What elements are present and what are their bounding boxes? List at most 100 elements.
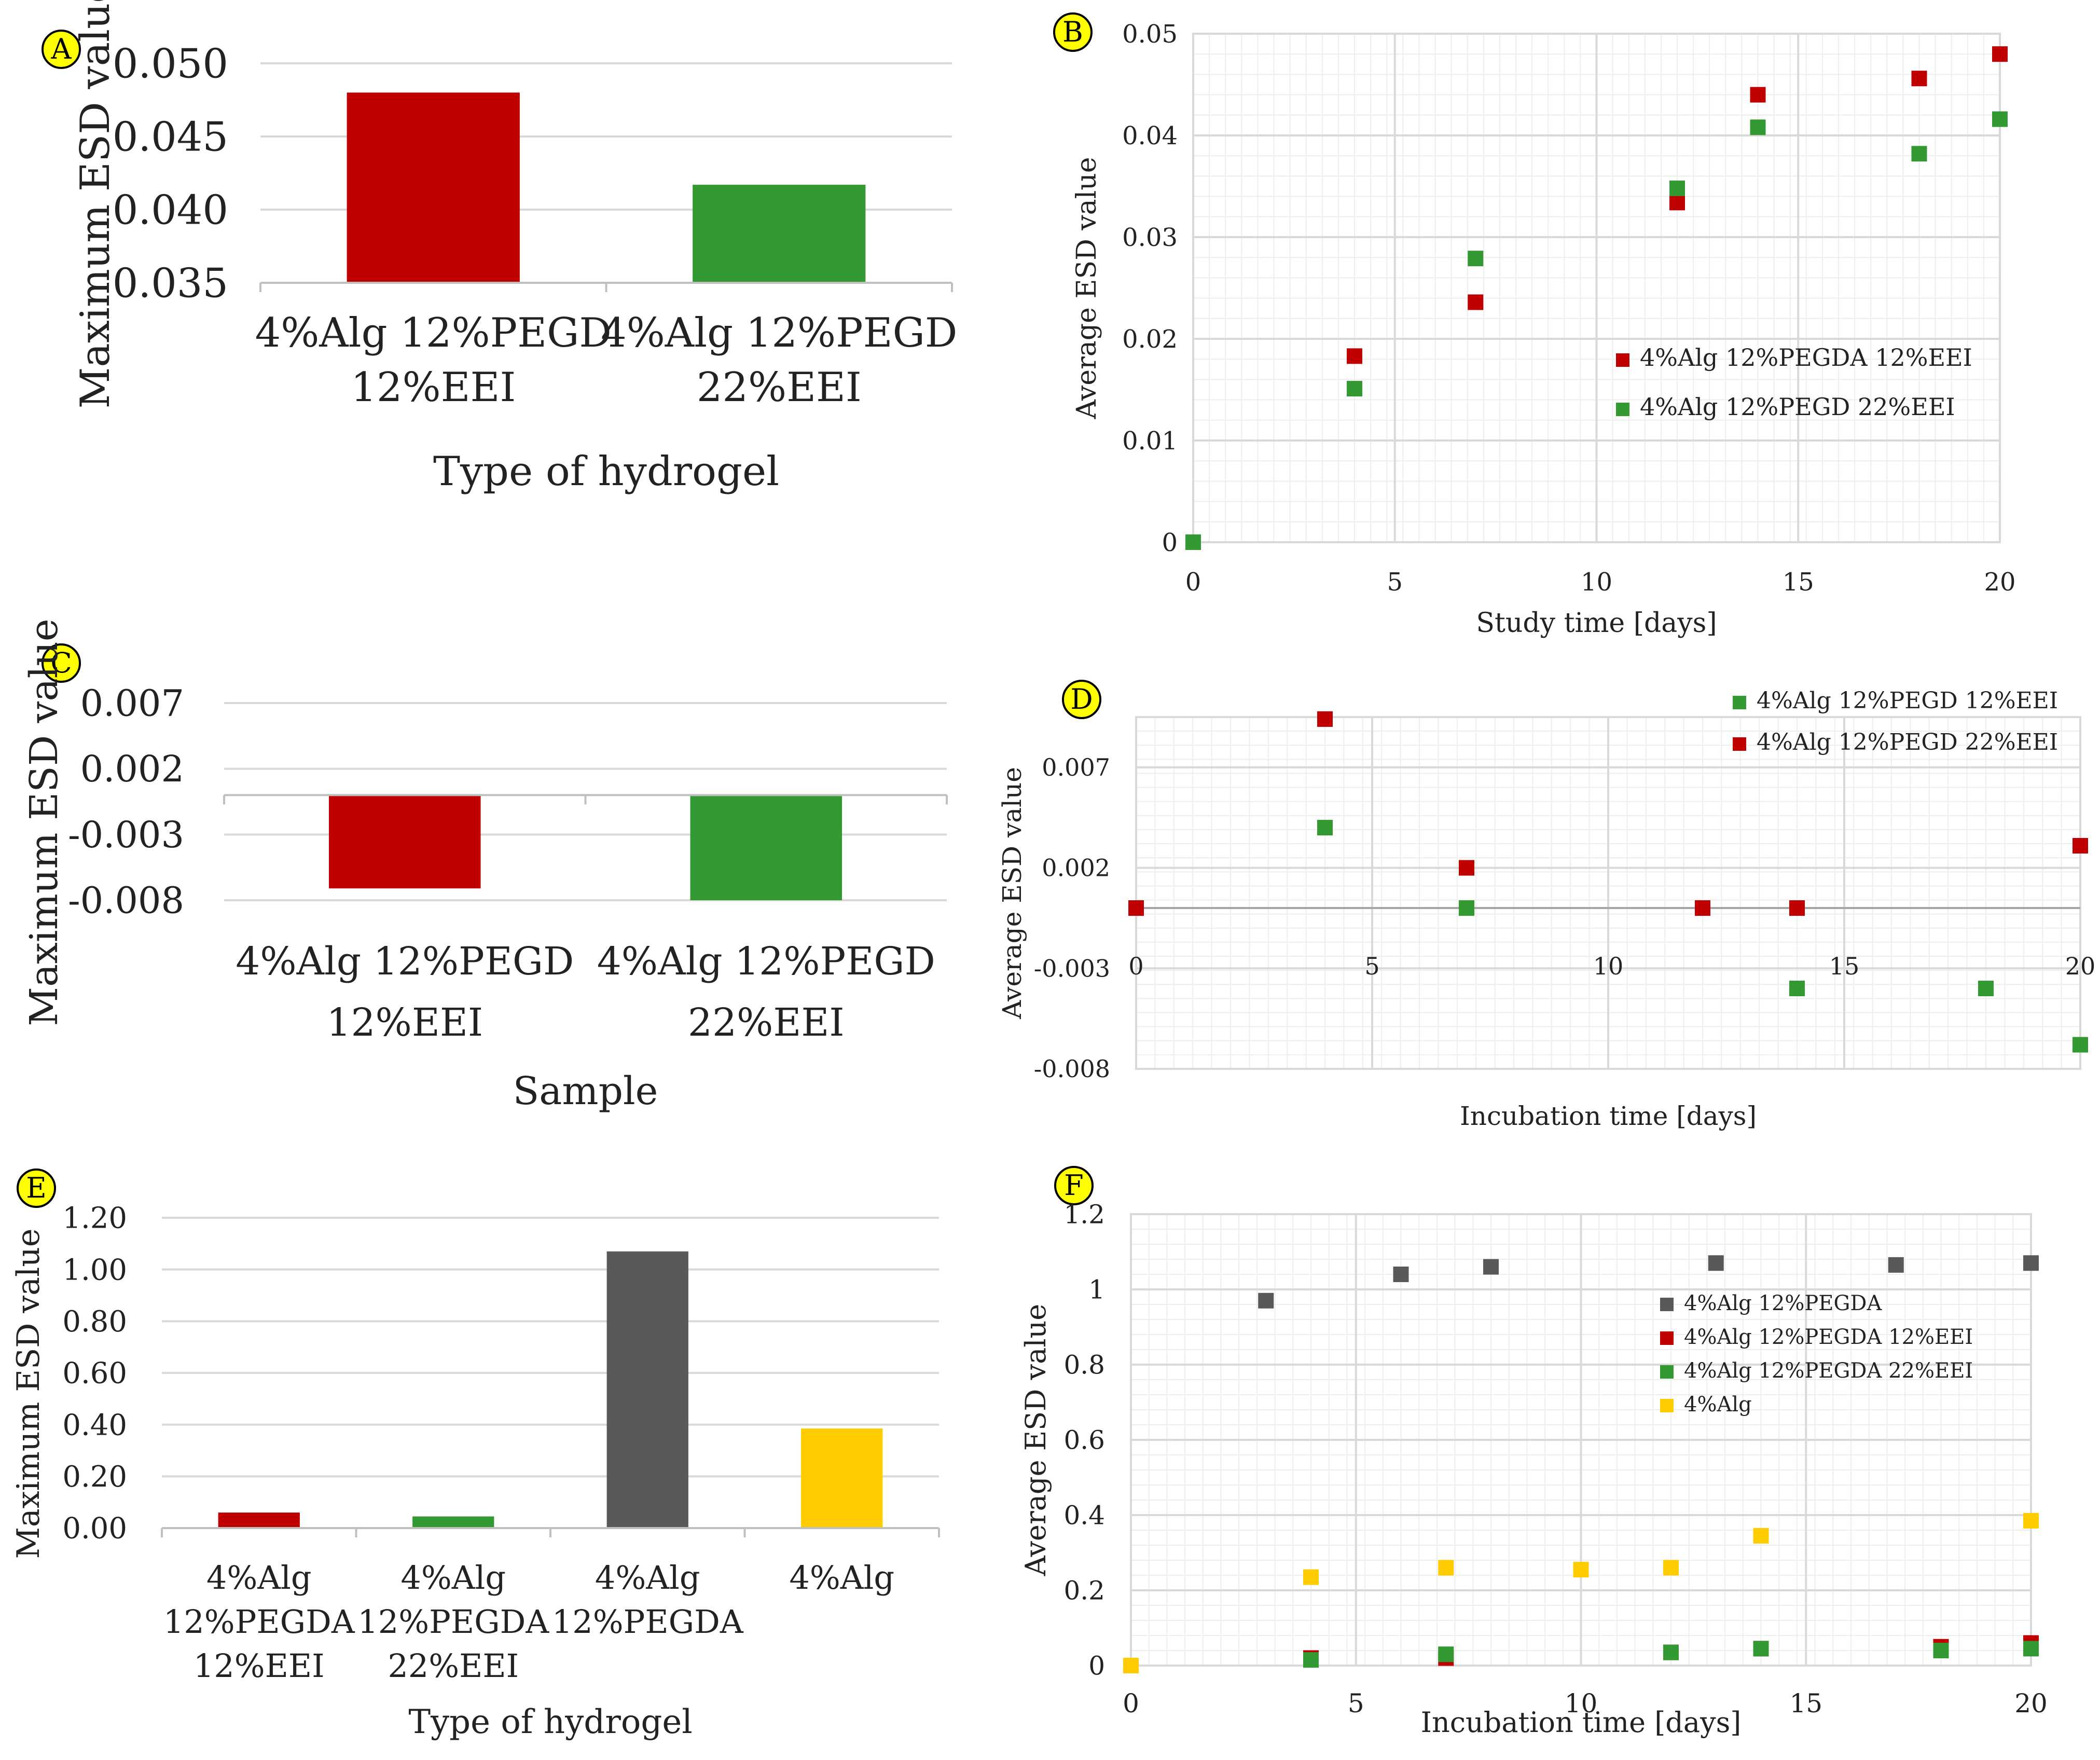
y-tick-label: 0.4 bbox=[1063, 1501, 1105, 1531]
chart-d: D -0.008 -0.003 0.002 0.007 0 5 10 15 20 4%Alg 12%… bbox=[997, 680, 2096, 1131]
y-axis-title: Average ESD value bbox=[1071, 157, 1102, 419]
bar bbox=[412, 1516, 494, 1528]
y-axis-title: Maximum ESD value bbox=[72, 0, 119, 408]
x-tick-label: 10 bbox=[1593, 952, 1624, 980]
y-tick-label: 1.20 bbox=[62, 1202, 127, 1235]
x-tick-label: 15 bbox=[1783, 568, 1814, 597]
y-tick-label: 0.035 bbox=[113, 260, 228, 307]
y-tick-label: 1.00 bbox=[62, 1253, 127, 1287]
x-axis-title: Type of hydrogel bbox=[433, 448, 779, 495]
x-tick-label: 20 bbox=[2065, 952, 2096, 980]
category-label: 4%Alg bbox=[789, 1559, 894, 1597]
data-point bbox=[1992, 111, 2008, 127]
y-tick-label: 0.007 bbox=[80, 682, 184, 725]
chart-e: E 0.00 0.20 0.40 0.60 0.80 1.00 1.20 4%Alg 12%PEG… bbox=[10, 1168, 940, 1741]
chart-a: A 0.035 0.040 0.045 0.050 4%Alg 12%PEGD 12%EEI… bbox=[42, 0, 957, 495]
legend-marker bbox=[1733, 737, 1746, 751]
bar bbox=[606, 1251, 688, 1528]
data-point bbox=[1669, 180, 1685, 196]
y-tick-label: 0 bbox=[1088, 1651, 1105, 1681]
panel-badge-f bbox=[1054, 1166, 1094, 1205]
data-point bbox=[1347, 348, 1362, 364]
y-tick-label: 1.2 bbox=[1063, 1200, 1105, 1230]
data-point bbox=[1317, 711, 1333, 727]
panel-letter-b: B bbox=[1062, 16, 1083, 48]
category-label: 12%PEGDA bbox=[163, 1603, 355, 1641]
data-point bbox=[1303, 1652, 1319, 1668]
x-axis-title: Incubation time [days] bbox=[1460, 1101, 1757, 1131]
category-label: 4%Alg 12%PEGD bbox=[236, 939, 574, 984]
data-point bbox=[1992, 46, 2008, 62]
panel-letter-c: C bbox=[50, 647, 72, 679]
data-point bbox=[2023, 1512, 2039, 1529]
category-label: 4%Alg 12%PEGD bbox=[255, 310, 612, 356]
panel-badge-a bbox=[42, 30, 81, 69]
legend-label: 4%Alg 12%PEGDA 12%EEI bbox=[1684, 1325, 1973, 1349]
x-axis-title: Type of hydrogel bbox=[408, 1703, 692, 1741]
y-tick-label: 0 bbox=[1162, 528, 1178, 557]
y-tick-label: 0.2 bbox=[1063, 1576, 1105, 1606]
data-point bbox=[2073, 837, 2088, 854]
bar bbox=[328, 795, 481, 889]
legend-marker bbox=[1733, 696, 1746, 709]
x-tick-label: 20 bbox=[1984, 568, 2015, 597]
data-point bbox=[2023, 1255, 2039, 1271]
y-tick-label: 0.045 bbox=[113, 114, 228, 160]
y-axis-title: Maximum ESD value bbox=[10, 1229, 47, 1559]
legend-label: 4%Alg bbox=[1684, 1393, 1752, 1417]
data-point bbox=[1258, 1292, 1274, 1309]
y-tick-label: 0.80 bbox=[62, 1305, 127, 1339]
chart-c: C -0.008 -0.003 0.002 0.007 4%Alg 12%PEGD 12%E… bbox=[22, 618, 948, 1113]
y-axis-title: Average ESD value bbox=[1019, 1304, 1052, 1577]
plot-frame bbox=[1192, 33, 2001, 543]
y-tick-label: -0.003 bbox=[68, 814, 184, 856]
x-tick-label: 15 bbox=[1789, 1688, 1822, 1718]
data-point bbox=[1663, 1560, 1679, 1576]
data-point bbox=[1438, 1646, 1454, 1662]
data-point bbox=[1573, 1562, 1589, 1578]
data-point bbox=[1459, 860, 1474, 876]
x-tick-label: 5 bbox=[1348, 1688, 1364, 1718]
chart-f: F 0 0.2 0.4 0.6 0.8 1 1.2 0 5 10 15 20 4%Alg 12%PEGDA… bbox=[1019, 1166, 2048, 1739]
data-point bbox=[1750, 119, 1766, 135]
y-tick-label: 0.002 bbox=[1042, 854, 1110, 882]
data-point bbox=[1695, 900, 1710, 916]
legend-label: 4%Alg 12%PEGDA bbox=[1684, 1291, 1883, 1315]
data-point bbox=[1911, 146, 1927, 162]
panel-letter-d: D bbox=[1070, 683, 1093, 716]
y-tick-label: 0.03 bbox=[1122, 223, 1178, 252]
data-point bbox=[1789, 981, 1805, 997]
x-tick-label: 10 bbox=[1565, 1688, 1598, 1718]
y-tick-label: 0.20 bbox=[62, 1460, 127, 1494]
y-tick-label: 1 bbox=[1088, 1275, 1105, 1305]
x-tick-label: 15 bbox=[1829, 952, 1860, 980]
category-label: 12%EEI bbox=[194, 1647, 325, 1685]
category-label: 22%EEI bbox=[388, 1647, 519, 1685]
legend-label: 4%Alg 12%PEGD 22%EEI bbox=[1640, 393, 1955, 421]
y-tick-label: 0.007 bbox=[1042, 753, 1110, 781]
category-label: 12%EEI bbox=[351, 364, 516, 411]
bar bbox=[218, 1512, 300, 1528]
legend-marker bbox=[1660, 1365, 1674, 1379]
legend-marker bbox=[1660, 1298, 1674, 1311]
y-tick-label: 0.8 bbox=[1063, 1350, 1105, 1380]
y-tick-label: -0.008 bbox=[68, 879, 184, 922]
y-tick-label: 0.05 bbox=[1122, 20, 1178, 49]
panel-letter-e: E bbox=[26, 1172, 46, 1204]
panel-badge-d bbox=[1062, 680, 1101, 719]
y-axis-title: Average ESD value bbox=[997, 767, 1027, 1020]
data-point bbox=[1669, 195, 1685, 211]
data-point bbox=[1708, 1255, 1724, 1271]
legend-marker bbox=[1616, 403, 1629, 416]
legend-label: 4%Alg 12%PEGD 22%EEI bbox=[1757, 729, 2058, 755]
panel-badge-b bbox=[1053, 12, 1093, 52]
y-tick-label: 0.02 bbox=[1122, 325, 1178, 354]
x-tick-label: 0 bbox=[1128, 952, 1143, 980]
chart-b: B 0 0.01 0.02 0.03 0.04 0.05 0 5 10 15 20 4%Alg 12%P… bbox=[1053, 12, 2016, 639]
y-axis-title: Maximum ESD value bbox=[22, 618, 66, 1026]
data-point bbox=[1128, 900, 1144, 916]
legend-label: 4%Alg 12%PEGD 12%EEI bbox=[1757, 688, 2058, 714]
data-point bbox=[1978, 981, 1994, 997]
x-tick-label: 0 bbox=[1123, 1688, 1139, 1718]
